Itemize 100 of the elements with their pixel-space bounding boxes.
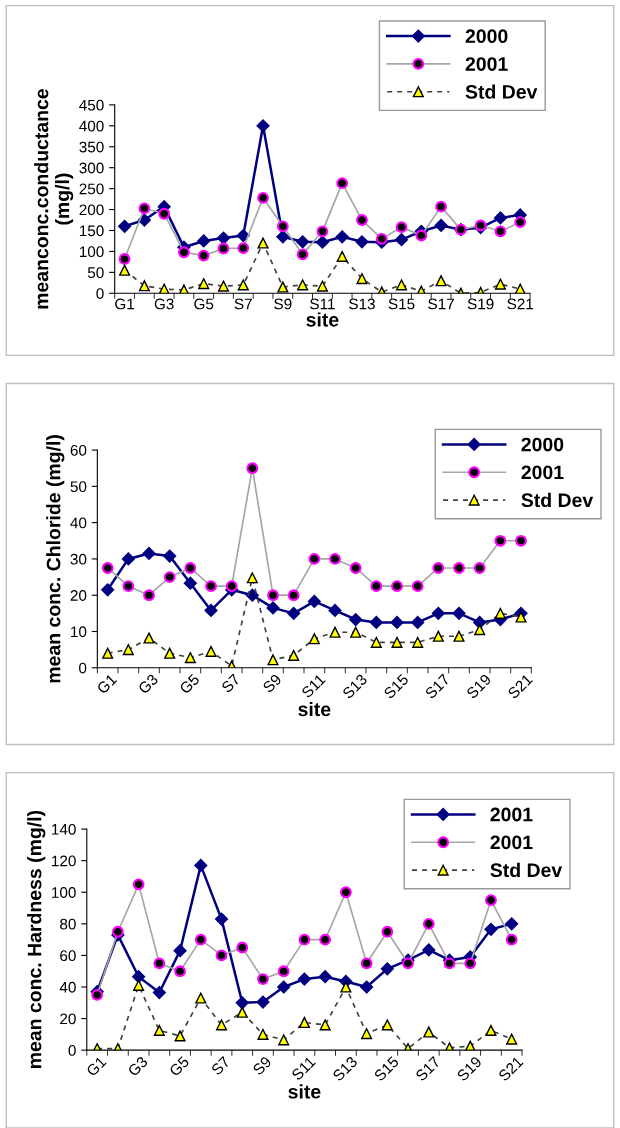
- x-tick-label: S11: [300, 673, 326, 699]
- y-tick-label: 400: [79, 120, 104, 132]
- point: [434, 218, 448, 233]
- point: [493, 211, 508, 225]
- point: [390, 615, 404, 630]
- x-tick-label: S7: [210, 1055, 231, 1076]
- point: [360, 980, 374, 994]
- x-tick-label: S13: [332, 1055, 358, 1082]
- x-tick-label: S17: [424, 673, 451, 700]
- point: [214, 912, 229, 926]
- legend-label: 2000: [521, 437, 564, 452]
- x-tick-label: S13: [349, 298, 375, 310]
- x-tick-label: S19: [465, 673, 492, 700]
- x-tick-label: S9: [274, 298, 292, 310]
- x-tick-label: S15: [388, 298, 415, 310]
- point: [355, 235, 369, 249]
- y-tick-label: 60: [70, 444, 87, 456]
- y-tick-label: 120: [52, 855, 76, 867]
- point: [204, 603, 218, 618]
- x-tick-label: S15: [373, 1055, 400, 1082]
- point: [183, 576, 197, 590]
- y-axis-title: meanconc.conductance (mg/l): [34, 88, 74, 309]
- y-tick-label: 150: [79, 225, 104, 237]
- x-tick-label: S13: [341, 673, 368, 700]
- legend-label: 2001: [490, 807, 533, 822]
- point: [197, 234, 211, 248]
- point: [163, 549, 177, 563]
- y-tick-label: 0: [79, 662, 87, 674]
- point: [452, 606, 466, 620]
- point: [266, 601, 280, 615]
- y-tick-label: 100: [79, 246, 104, 258]
- y-tick-label: 40: [70, 517, 87, 529]
- point: [216, 231, 231, 245]
- x-tick-label: G3: [154, 298, 174, 310]
- x-tick-label: G1: [85, 1055, 107, 1077]
- legend-label: Std Dev: [521, 492, 594, 508]
- x-tick-label: G3: [127, 1055, 149, 1077]
- point: [132, 970, 146, 984]
- x-tick-label: G1: [115, 298, 135, 310]
- x-tick-label: G5: [194, 298, 214, 310]
- point: [505, 917, 519, 931]
- point: [296, 235, 310, 249]
- y-tick-label: 60: [60, 950, 76, 962]
- point: [287, 606, 301, 620]
- x-tick-label: S17: [414, 1055, 441, 1082]
- point: [236, 228, 250, 243]
- y-tick-label: 100: [52, 887, 76, 898]
- x-tick-label: S11: [310, 298, 335, 310]
- point: [152, 985, 166, 1000]
- legend-label: 2000: [465, 29, 508, 44]
- legend-label: 2001: [490, 835, 533, 850]
- point: [307, 594, 321, 608]
- y-tick-label: 80: [60, 918, 76, 930]
- y-tick-label: 40: [59, 981, 76, 993]
- y-tick-label: 50: [70, 481, 87, 493]
- point: [349, 612, 363, 627]
- point: [318, 970, 332, 984]
- point: [315, 235, 329, 249]
- legend-label: 2001: [521, 465, 564, 480]
- x-tick-label: S21: [497, 1055, 524, 1082]
- x-tick-label: G3: [137, 673, 159, 695]
- x-tick-label: S7: [220, 673, 241, 694]
- x-tick-label: S19: [467, 298, 494, 310]
- legend-label: 2001: [465, 57, 508, 71]
- y-tick-label: 200: [79, 204, 104, 216]
- x-axis-title: site: [306, 312, 339, 327]
- point: [276, 230, 290, 244]
- point: [118, 219, 132, 233]
- point: [297, 972, 312, 986]
- point: [142, 546, 156, 561]
- y-tick-label: 20: [60, 1013, 76, 1025]
- y-tick-label: 20: [70, 590, 87, 601]
- x-tick-label: S15: [383, 673, 410, 700]
- x-tick-label: S17: [428, 298, 454, 310]
- x-tick-label: S7: [234, 298, 252, 310]
- x-tick-label: S9: [252, 1055, 272, 1076]
- y-tick-label: 10: [71, 626, 87, 638]
- point: [277, 980, 291, 994]
- x-axis-title: site: [288, 1084, 321, 1099]
- y-tick-label: 350: [79, 141, 104, 153]
- x-tick-label: S9: [262, 673, 282, 694]
- legend-label: Std Dev: [490, 862, 563, 878]
- y-tick-label: 0: [96, 288, 104, 299]
- point: [369, 615, 383, 630]
- y-tick-label: 50: [87, 267, 104, 279]
- y-tick-label: 250: [79, 183, 104, 195]
- y-tick-label: 140: [52, 823, 76, 835]
- point: [194, 858, 208, 872]
- point: [411, 615, 425, 630]
- x-axis-title: site: [298, 701, 331, 717]
- point: [328, 603, 342, 618]
- point: [173, 944, 187, 958]
- x-tick-label: G5: [168, 1055, 190, 1077]
- point: [394, 233, 409, 247]
- y-tick-label: 0: [68, 1045, 76, 1056]
- y-axis-title: mean conc. Hardness (mg/l): [27, 810, 46, 1068]
- x-tick-label: S11: [290, 1055, 317, 1081]
- x-tick-label: G5: [178, 673, 200, 695]
- x-tick-label: G1: [96, 673, 118, 695]
- point: [422, 943, 436, 957]
